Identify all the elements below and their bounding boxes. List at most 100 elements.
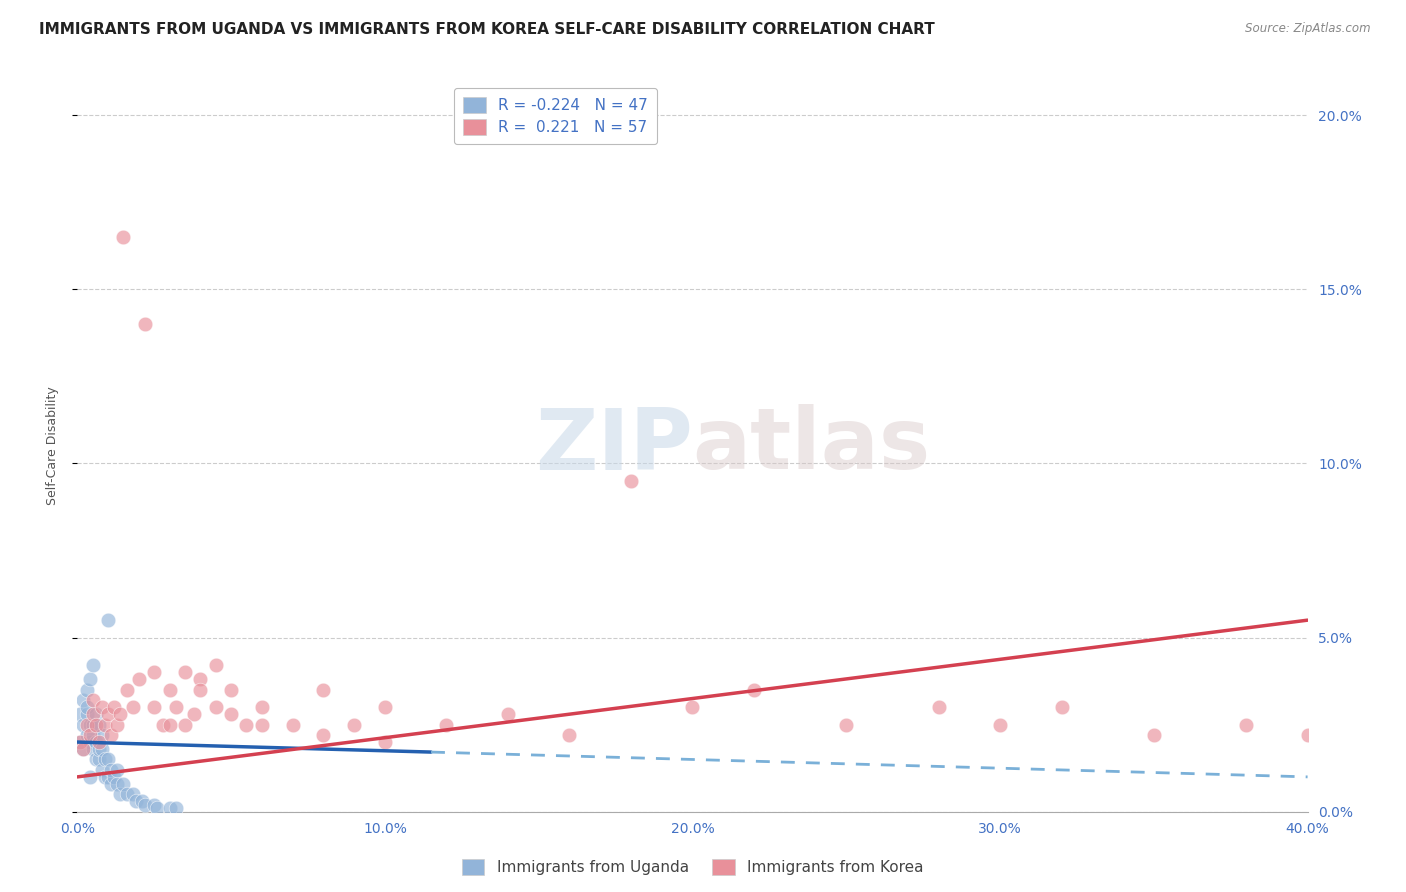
- Text: atlas: atlas: [693, 404, 931, 488]
- Point: [97, 707, 120, 722]
- Point: [159, 682, 181, 697]
- Point: [988, 717, 1011, 731]
- Point: [343, 717, 366, 731]
- Point: [115, 787, 138, 801]
- Point: [1296, 728, 1319, 742]
- Point: [94, 717, 117, 731]
- Point: [100, 763, 122, 777]
- Point: [312, 728, 335, 742]
- Legend: Immigrants from Uganda, Immigrants from Korea: Immigrants from Uganda, Immigrants from …: [453, 850, 932, 885]
- Point: [84, 707, 107, 722]
- Point: [79, 735, 101, 749]
- Point: [928, 700, 950, 714]
- Point: [84, 735, 107, 749]
- Point: [115, 682, 138, 697]
- Point: [72, 717, 94, 731]
- Point: [103, 770, 125, 784]
- Text: Source: ZipAtlas.com: Source: ZipAtlas.com: [1246, 22, 1371, 36]
- Point: [112, 230, 135, 244]
- Point: [103, 700, 125, 714]
- Point: [188, 682, 212, 697]
- Point: [312, 682, 335, 697]
- Point: [82, 658, 104, 673]
- Point: [143, 797, 166, 812]
- Point: [281, 717, 304, 731]
- Point: [143, 700, 166, 714]
- Point: [174, 717, 197, 731]
- Point: [90, 700, 114, 714]
- Point: [620, 474, 643, 488]
- Point: [374, 700, 396, 714]
- Point: [105, 717, 128, 731]
- Point: [165, 801, 187, 815]
- Point: [105, 777, 128, 791]
- Point: [100, 777, 122, 791]
- Point: [742, 682, 765, 697]
- Point: [235, 717, 257, 731]
- Point: [76, 707, 98, 722]
- Point: [183, 707, 205, 722]
- Point: [97, 752, 120, 766]
- Point: [82, 728, 104, 742]
- Point: [72, 742, 94, 756]
- Text: ZIP: ZIP: [534, 404, 693, 488]
- Point: [72, 742, 94, 756]
- Point: [87, 752, 110, 766]
- Point: [84, 717, 107, 731]
- Point: [188, 673, 212, 687]
- Y-axis label: Self-Care Disability: Self-Care Disability: [46, 386, 59, 506]
- Point: [69, 735, 91, 749]
- Point: [134, 317, 156, 331]
- Point: [134, 797, 156, 812]
- Point: [82, 742, 104, 756]
- Point: [94, 770, 117, 784]
- Point: [152, 717, 174, 731]
- Point: [76, 728, 98, 742]
- Point: [97, 770, 120, 784]
- Point: [121, 787, 143, 801]
- Point: [159, 717, 181, 731]
- Point: [90, 742, 114, 756]
- Point: [110, 787, 132, 801]
- Point: [110, 707, 132, 722]
- Point: [79, 717, 101, 731]
- Point: [204, 658, 226, 673]
- Point: [219, 682, 242, 697]
- Point: [165, 700, 187, 714]
- Point: [125, 794, 148, 808]
- Point: [1143, 728, 1166, 742]
- Point: [121, 700, 143, 714]
- Point: [97, 613, 120, 627]
- Point: [90, 728, 114, 742]
- Point: [682, 700, 704, 714]
- Point: [94, 752, 117, 766]
- Point: [131, 794, 153, 808]
- Point: [82, 707, 104, 722]
- Point: [204, 700, 226, 714]
- Point: [436, 717, 458, 731]
- Point: [72, 693, 94, 707]
- Point: [76, 700, 98, 714]
- Point: [250, 717, 273, 731]
- Point: [79, 728, 101, 742]
- Point: [105, 763, 128, 777]
- Point: [835, 717, 858, 731]
- Point: [219, 707, 242, 722]
- Point: [79, 673, 101, 687]
- Point: [79, 770, 101, 784]
- Point: [496, 707, 519, 722]
- Point: [69, 735, 91, 749]
- Point: [69, 707, 91, 722]
- Point: [87, 735, 110, 749]
- Point: [87, 742, 110, 756]
- Point: [174, 665, 197, 680]
- Point: [374, 735, 396, 749]
- Point: [87, 717, 110, 731]
- Point: [250, 700, 273, 714]
- Text: IMMIGRANTS FROM UGANDA VS IMMIGRANTS FROM KOREA SELF-CARE DISABILITY CORRELATION: IMMIGRANTS FROM UGANDA VS IMMIGRANTS FRO…: [39, 22, 935, 37]
- Point: [100, 728, 122, 742]
- Point: [1234, 717, 1257, 731]
- Point: [76, 717, 98, 731]
- Point: [159, 801, 181, 815]
- Point: [82, 693, 104, 707]
